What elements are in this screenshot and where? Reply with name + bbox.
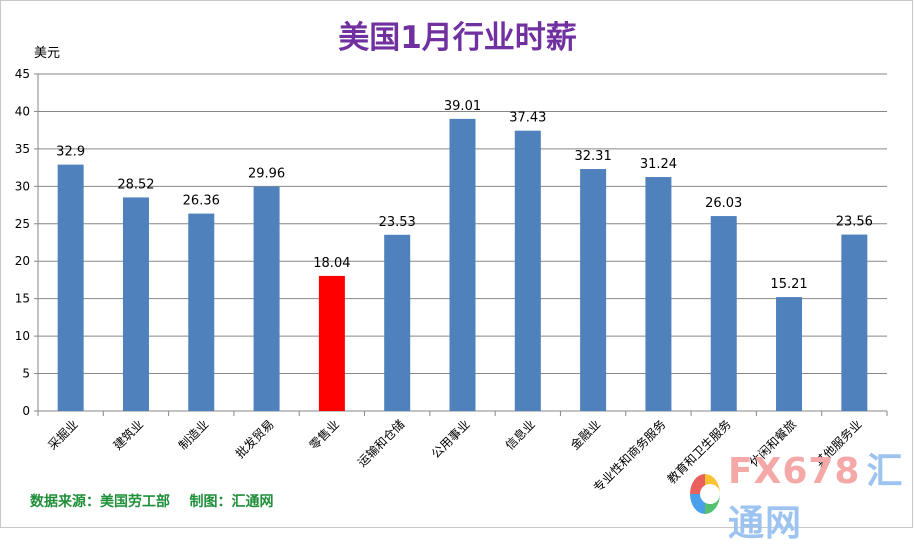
data-label: 29.96 bbox=[248, 167, 285, 182]
x-tick-label: 公用事业 bbox=[429, 417, 473, 461]
y-tick-label: 5 bbox=[22, 367, 30, 381]
y-tick-label: 10 bbox=[15, 329, 30, 343]
bar bbox=[253, 186, 280, 411]
bar-chart: 0 5 10 15 20 25 30 35 40 45 32.9 采掘业 28.52 建筑业 26.36 制造… bbox=[15, 67, 888, 495]
x-tick-label: 批发贸易 bbox=[232, 417, 277, 462]
bar bbox=[122, 197, 149, 411]
data-label: 23.56 bbox=[836, 215, 873, 230]
data-label: 32.9 bbox=[56, 145, 85, 160]
bar bbox=[384, 234, 411, 411]
data-label: 15.21 bbox=[770, 277, 807, 292]
bar bbox=[188, 213, 215, 411]
bar bbox=[57, 164, 84, 411]
x-tick-label: 建筑业 bbox=[110, 417, 146, 453]
x-tick-label: 金融业 bbox=[567, 417, 603, 453]
y-tick-label: 0 bbox=[22, 404, 30, 418]
y-tick-label: 15 bbox=[15, 292, 30, 306]
bar bbox=[710, 216, 737, 411]
bar bbox=[449, 118, 476, 411]
x-tick-label: 制造业 bbox=[176, 417, 211, 452]
data-label: 31.24 bbox=[640, 157, 677, 172]
data-label: 39.01 bbox=[444, 99, 481, 114]
bar bbox=[645, 177, 672, 411]
bar bbox=[580, 169, 607, 411]
y-tick-label: 45 bbox=[15, 67, 30, 81]
source-note: 数据来源：美国劳工部 制图：汇通网 bbox=[30, 494, 274, 510]
logo-swirl-icon bbox=[690, 474, 720, 514]
bar bbox=[776, 297, 803, 411]
logo-text-fx678: FX678 bbox=[727, 451, 861, 492]
bar bbox=[318, 275, 345, 411]
chart-title: 美国1月行业时薪 bbox=[338, 20, 577, 56]
x-tick-label: 采掘业 bbox=[45, 417, 81, 453]
y-tick-label: 20 bbox=[15, 254, 30, 268]
y-tick-label: 35 bbox=[15, 142, 30, 156]
x-tick-label: 零售业 bbox=[306, 417, 342, 453]
brand-logo: FX678 汇通网 bbox=[690, 451, 915, 544]
data-label: 23.53 bbox=[379, 215, 416, 230]
x-tick-label: 信息业 bbox=[502, 417, 538, 453]
data-label: 26.03 bbox=[705, 196, 742, 211]
y-tick-label: 30 bbox=[15, 179, 30, 193]
data-label: 37.43 bbox=[509, 111, 546, 126]
bar bbox=[514, 130, 541, 411]
y-tick-label: 25 bbox=[15, 217, 30, 231]
data-label: 18.04 bbox=[313, 256, 350, 271]
data-label: 28.52 bbox=[117, 177, 154, 192]
bar bbox=[841, 234, 868, 411]
y-axis-unit-label: 美元 bbox=[34, 46, 61, 61]
y-tick-label: 40 bbox=[15, 104, 30, 118]
x-tick-label: 运输和仓储 bbox=[354, 417, 407, 470]
data-label: 26.36 bbox=[183, 194, 220, 209]
data-label: 32.31 bbox=[575, 149, 612, 164]
